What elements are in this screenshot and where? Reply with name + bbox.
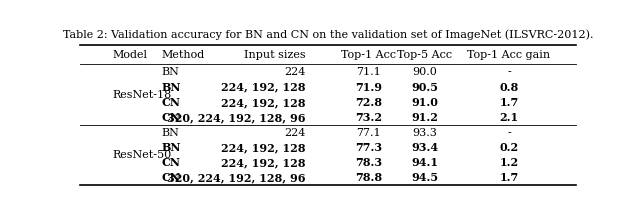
Text: 73.2: 73.2 bbox=[355, 112, 382, 123]
Text: 224, 192, 128: 224, 192, 128 bbox=[221, 81, 306, 93]
Text: CN: CN bbox=[162, 112, 181, 123]
Text: ResNet-18: ResNet-18 bbox=[112, 90, 172, 100]
Text: 93.3: 93.3 bbox=[412, 128, 437, 138]
Text: 320, 224, 192, 128, 96: 320, 224, 192, 128, 96 bbox=[167, 172, 306, 183]
Text: BN: BN bbox=[162, 142, 181, 153]
Text: Top-1 Acc: Top-1 Acc bbox=[341, 50, 396, 60]
Text: 320, 224, 192, 128, 96: 320, 224, 192, 128, 96 bbox=[167, 112, 306, 123]
Text: 94.1: 94.1 bbox=[412, 157, 438, 168]
Text: BN: BN bbox=[162, 81, 181, 93]
Text: 91.0: 91.0 bbox=[412, 97, 438, 108]
Text: 71.9: 71.9 bbox=[355, 81, 382, 93]
Text: 0.2: 0.2 bbox=[499, 142, 518, 153]
Text: BN: BN bbox=[162, 128, 180, 138]
Text: 71.1: 71.1 bbox=[356, 67, 381, 77]
Text: 91.2: 91.2 bbox=[412, 112, 438, 123]
Text: 77.1: 77.1 bbox=[356, 128, 381, 138]
Text: 93.4: 93.4 bbox=[411, 142, 438, 153]
Text: 224, 192, 128: 224, 192, 128 bbox=[221, 142, 306, 153]
Text: Input sizes: Input sizes bbox=[244, 50, 306, 60]
Text: 1.7: 1.7 bbox=[499, 97, 518, 108]
Text: ResNet-50: ResNet-50 bbox=[112, 150, 172, 160]
Text: CN: CN bbox=[162, 172, 181, 183]
Text: 0.8: 0.8 bbox=[499, 81, 518, 93]
Text: Model: Model bbox=[112, 50, 147, 60]
Text: Top-5 Acc: Top-5 Acc bbox=[397, 50, 452, 60]
Text: 1.7: 1.7 bbox=[499, 172, 518, 183]
Text: -: - bbox=[507, 128, 511, 138]
Text: 224, 192, 128: 224, 192, 128 bbox=[221, 157, 306, 168]
Text: 2.1: 2.1 bbox=[499, 112, 518, 123]
Text: Top-1 Acc gain: Top-1 Acc gain bbox=[467, 50, 550, 60]
Text: Method: Method bbox=[162, 50, 205, 60]
Text: 72.8: 72.8 bbox=[355, 97, 382, 108]
Text: 78.3: 78.3 bbox=[355, 157, 382, 168]
Text: 77.3: 77.3 bbox=[355, 142, 382, 153]
Text: CN: CN bbox=[162, 97, 181, 108]
Text: Table 2: Validation accuracy for BN and CN on the validation set of ImageNet (IL: Table 2: Validation accuracy for BN and … bbox=[63, 29, 593, 40]
Text: 1.2: 1.2 bbox=[499, 157, 518, 168]
Text: 90.5: 90.5 bbox=[412, 81, 438, 93]
Text: 224: 224 bbox=[284, 128, 306, 138]
Text: BN: BN bbox=[162, 67, 180, 77]
Text: 78.8: 78.8 bbox=[355, 172, 382, 183]
Text: -: - bbox=[507, 67, 511, 77]
Text: 224, 192, 128: 224, 192, 128 bbox=[221, 97, 306, 108]
Text: 90.0: 90.0 bbox=[412, 67, 437, 77]
Text: 224: 224 bbox=[284, 67, 306, 77]
Text: CN: CN bbox=[162, 157, 181, 168]
Text: 94.5: 94.5 bbox=[411, 172, 438, 183]
